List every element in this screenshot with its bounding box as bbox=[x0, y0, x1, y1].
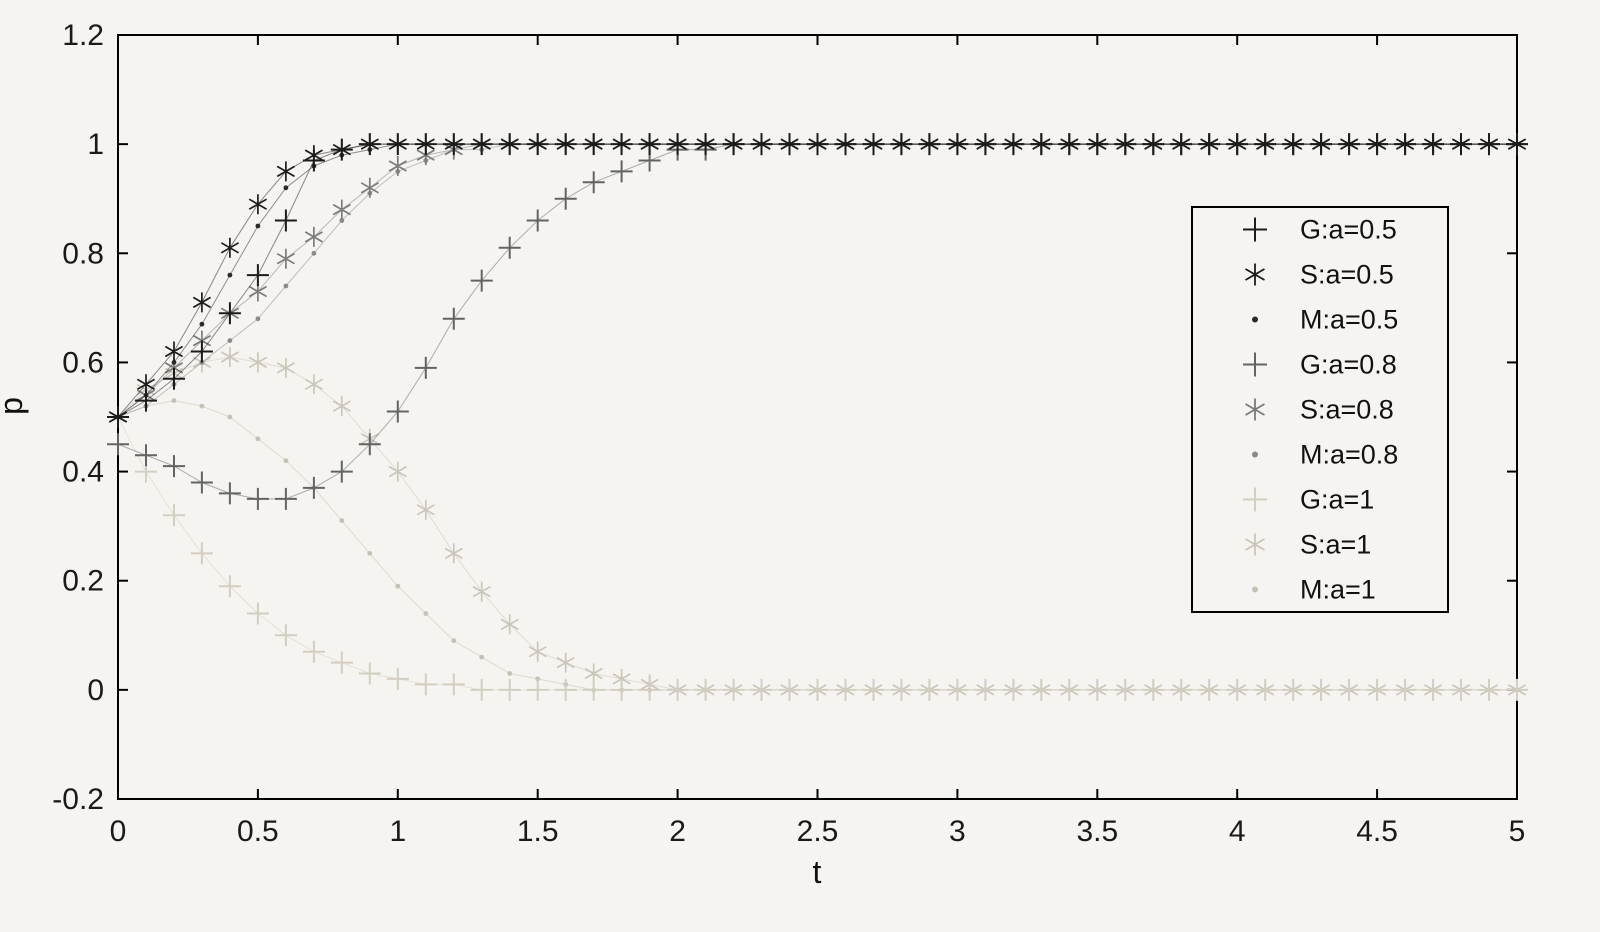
x-tick-label: 0 bbox=[110, 815, 127, 848]
x-tick-label: 3 bbox=[949, 815, 966, 848]
y-tick-label: 0.4 bbox=[62, 456, 104, 489]
legend-marker-plus bbox=[1243, 217, 1267, 242]
legend-label: S:a=1 bbox=[1300, 530, 1371, 560]
legend-label: M:a=0.8 bbox=[1300, 440, 1398, 470]
legend-entry: S:a=1 bbox=[1245, 530, 1371, 560]
legend-label: G:a=0.8 bbox=[1300, 350, 1397, 380]
legend-entry: G:a=0.8 bbox=[1243, 350, 1397, 380]
legend: G:a=0.5 S:a=0.5 M:a=0.5 G:a=0.8 S:a=0.8 M:a=0… bbox=[1191, 206, 1449, 613]
legend-label: M:a=0.5 bbox=[1300, 305, 1398, 335]
legend-label: G:a=0.5 bbox=[1300, 215, 1397, 245]
series-G:a=0.5 bbox=[107, 133, 1528, 428]
series-G:a=1 bbox=[107, 406, 1528, 701]
legend-label: S:a=0.5 bbox=[1300, 260, 1394, 290]
legend-entry: S:a=0.5 bbox=[1245, 260, 1394, 290]
y-tick-label: 0 bbox=[87, 674, 104, 707]
y-tick-label: 0.2 bbox=[62, 565, 104, 598]
x-tick-label: 0.5 bbox=[237, 815, 279, 848]
legend-entry: M:a=0.5 bbox=[1252, 305, 1398, 335]
axis-ticks bbox=[117, 34, 1518, 800]
x-tick-label: 5 bbox=[1509, 815, 1526, 848]
legend-entry: G:a=0.5 bbox=[1243, 215, 1397, 245]
tick-labels: 0 0.5 1 1.5 2 2.5 3 3.5 4 4.5 5-0.200.20.40.60.811… bbox=[52, 19, 1525, 848]
legend-marker-asterisk bbox=[1245, 398, 1265, 421]
legend-entry: M:a=0.8 bbox=[1252, 440, 1398, 470]
x-tick-label: 1.5 bbox=[517, 815, 559, 848]
legend-entry: M:a=1 bbox=[1252, 575, 1376, 605]
y-tick-label: 0.8 bbox=[62, 237, 104, 270]
legend-label: S:a=0.8 bbox=[1300, 395, 1394, 425]
legend-marker-plus bbox=[1243, 487, 1267, 512]
x-tick-label: 2.5 bbox=[797, 815, 839, 848]
x-tick-label: 1 bbox=[389, 815, 406, 848]
y-tick-label: 1.2 bbox=[62, 19, 104, 52]
y-axis-label: p bbox=[0, 397, 29, 415]
x-tick-label: 2 bbox=[669, 815, 686, 848]
y-tick-label: 0.6 bbox=[62, 346, 104, 379]
legend-marker-dot bbox=[1252, 316, 1258, 323]
x-tick-label: 4.5 bbox=[1356, 815, 1398, 848]
legend-label: G:a=1 bbox=[1300, 485, 1374, 515]
legend-marker-plus bbox=[1243, 352, 1267, 377]
legend-label: M:a=1 bbox=[1300, 575, 1376, 605]
y-tick-label: 1 bbox=[87, 128, 104, 161]
y-tick-label: -0.2 bbox=[52, 783, 104, 816]
x-tick-label: 3.5 bbox=[1076, 815, 1118, 848]
x-axis-label: t bbox=[812, 854, 822, 890]
legend-entry: G:a=1 bbox=[1243, 485, 1374, 515]
legend-box bbox=[1191, 206, 1449, 613]
series-markers bbox=[107, 133, 1528, 428]
x-tick-label: 4 bbox=[1229, 815, 1246, 848]
legend-marker-asterisk bbox=[1245, 533, 1265, 556]
legend-marker-asterisk bbox=[1245, 263, 1265, 286]
legend-marker-dot bbox=[1252, 586, 1258, 593]
legend-marker-dot bbox=[1252, 451, 1258, 458]
legend-entry: S:a=0.8 bbox=[1245, 395, 1394, 425]
